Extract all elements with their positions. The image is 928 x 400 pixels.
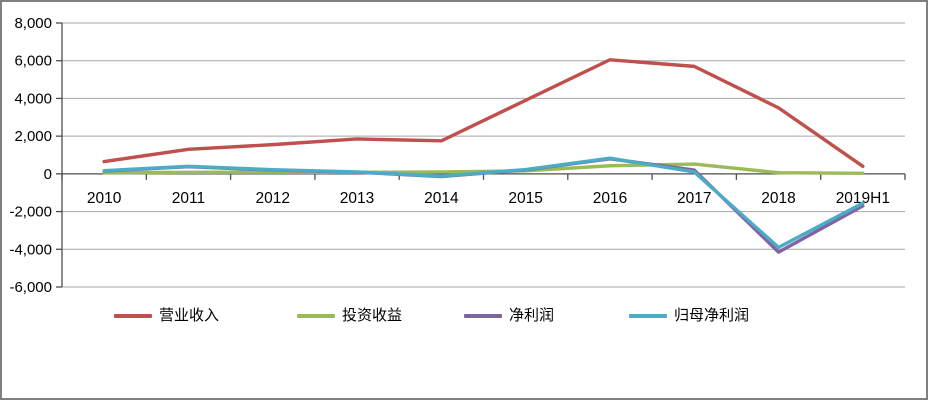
series-line-3: [102, 156, 865, 250]
y-axis-label: -2,000: [9, 204, 52, 221]
legend-marker-1: [297, 314, 335, 318]
y-axis-label: 6,000: [14, 53, 52, 70]
x-axis-label: 2017: [677, 190, 711, 207]
y-axis-label: 0: [44, 166, 52, 183]
legend-label-3: 归母净利润: [674, 307, 750, 324]
x-axis-label: 2015: [508, 190, 542, 207]
legend-item-3: 归母净利润: [629, 305, 749, 327]
y-axis-label: 4,000: [14, 90, 52, 107]
legend-label-0: 营业收入: [159, 307, 220, 324]
x-axis-label: 2012: [256, 190, 290, 207]
legend-label-1: 投资收益: [342, 307, 403, 324]
y-axis-label: -6,000: [9, 279, 52, 296]
legend-item-1: 投资收益: [297, 305, 402, 327]
x-axis-label: 2011: [172, 190, 205, 207]
legend-marker-3: [629, 314, 667, 318]
y-axis-label: 8,000: [14, 15, 52, 32]
x-axis-label: 2016: [593, 190, 627, 207]
x-axis-label: 2013: [340, 190, 374, 207]
x-axis-label: 2010: [87, 190, 122, 207]
legend-marker-2: [464, 314, 502, 318]
x-axis-label: 2014: [424, 190, 459, 207]
x-axis-label: 2018: [761, 190, 795, 207]
series-line-0: [102, 58, 865, 169]
chart-legend: 营业收入 投资收益 净利润 归母净利润: [2, 305, 926, 329]
y-axis-label: -4,000: [9, 241, 52, 258]
legend-label-2: 净利润: [509, 307, 555, 324]
legend-item-0: 营业收入: [114, 305, 219, 327]
x-axis-label: 2019H1: [836, 190, 890, 207]
y-axis-label: 2,000: [14, 128, 52, 145]
legend-item-2: 净利润: [464, 305, 554, 327]
legend-marker-0: [114, 314, 152, 318]
